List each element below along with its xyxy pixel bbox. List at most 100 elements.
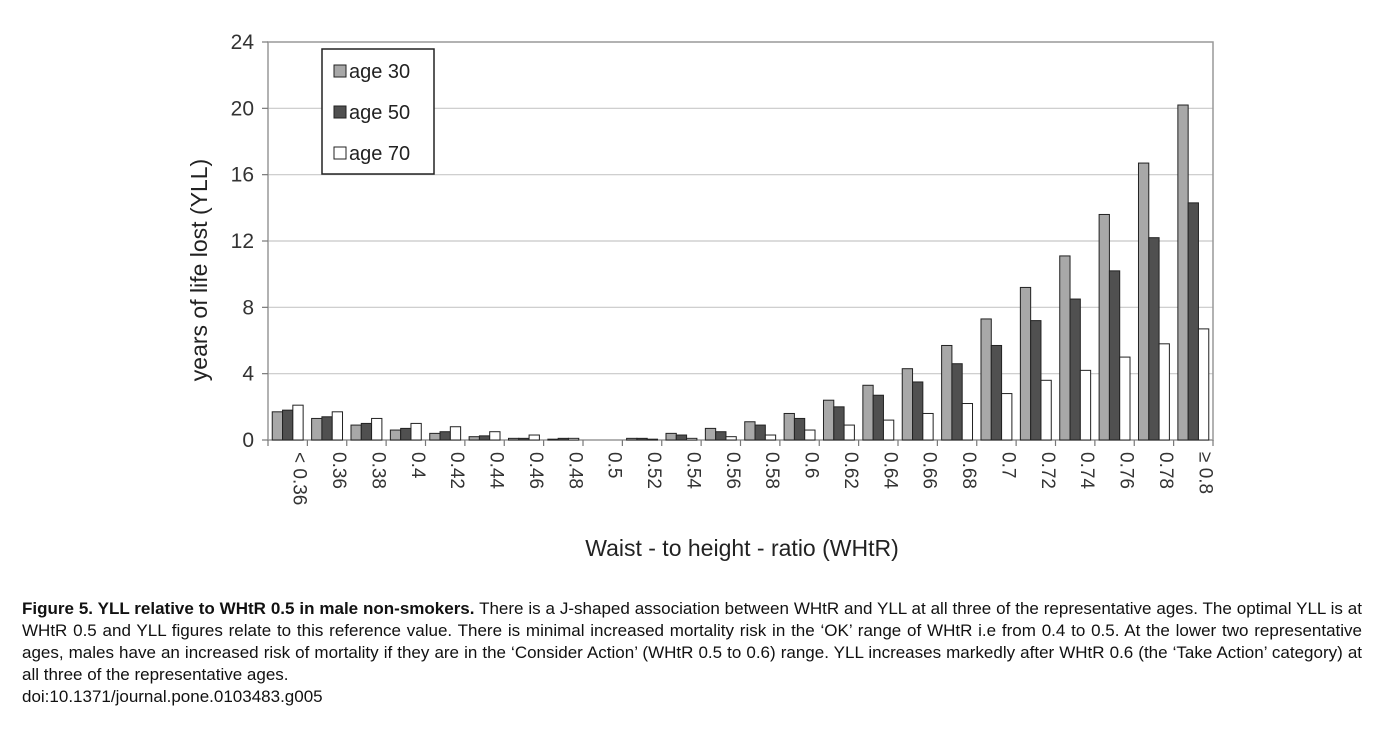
x-tick-label: 0.36 <box>328 452 349 489</box>
y-tick-label: 4 <box>242 363 254 386</box>
caption-title: Figure 5. YLL relative to WHtR 0.5 in ma… <box>22 599 475 618</box>
bar-age-30-20 <box>1059 255 1071 441</box>
bar-age-70-22 <box>1158 343 1170 441</box>
x-tick-label: 0.64 <box>879 452 900 489</box>
y-tick-label: 0 <box>242 429 254 452</box>
x-tick-label: 0.46 <box>525 452 546 489</box>
bar-age-70-21 <box>1119 356 1131 441</box>
legend-swatch-age-30 <box>333 64 347 78</box>
bar-age-30-11 <box>704 427 717 441</box>
bar-age-30-3 <box>389 429 402 441</box>
bar-age-30-12 <box>744 421 756 441</box>
bar-age-50-6 <box>518 437 530 441</box>
bar-age-70-13 <box>804 429 816 441</box>
bar-age-30-15 <box>862 384 874 441</box>
x-axis-title: Waist - to height - ratio (WHtR) <box>585 535 899 561</box>
bar-age-70-12 <box>764 434 777 441</box>
bar-age-50-20 <box>1069 298 1081 441</box>
bar-age-70-6 <box>528 434 540 441</box>
bar-age-30-2 <box>350 424 362 441</box>
bar-age-70-18 <box>1001 393 1013 441</box>
bar-age-50-17 <box>951 363 963 441</box>
x-tick-label: 0.52 <box>643 452 664 489</box>
bar-age-70-7 <box>567 437 580 441</box>
bar-age-70-2 <box>371 417 383 441</box>
bar-age-50-19 <box>1030 320 1042 441</box>
x-tick-label: 0.66 <box>919 452 940 489</box>
x-tick-label: 0.54 <box>682 452 703 489</box>
bar-age-50-11 <box>715 431 727 441</box>
legend-label: age 30 <box>349 61 410 83</box>
x-tick-label: 0.68 <box>958 452 979 489</box>
bar-age-30-16 <box>901 368 914 441</box>
bar-age-30-21 <box>1098 213 1110 441</box>
bar-age-50-2 <box>360 422 373 441</box>
bar-age-30-14 <box>822 399 835 441</box>
bar-age-70-10 <box>686 437 698 441</box>
y-axis-ticks: 0 4 8 12 16 20 24 <box>231 31 268 452</box>
x-tick-label: 0.72 <box>1037 452 1058 489</box>
bar-age-70-14 <box>843 424 855 441</box>
bar-age-50-3 <box>400 427 412 441</box>
bar-age-30-13 <box>783 412 795 441</box>
bar-age-50-1 <box>321 416 333 441</box>
x-tick-label: 0.5 <box>604 452 625 478</box>
x-tick-label: < 0.36 <box>289 452 310 505</box>
bar-age-70-16 <box>922 412 934 441</box>
bar-age-30-5 <box>468 436 480 441</box>
bar-age-30-6 <box>507 437 520 441</box>
x-tick-label: 0.78 <box>1155 452 1176 489</box>
bar-age-30-1 <box>311 417 323 441</box>
bar-age-70-20 <box>1079 369 1092 441</box>
bars <box>271 104 1210 441</box>
x-axis-ticks: < 0.36 0.36 0.38 0.4 0.42 0.44 0.46 0.48 0.5 0.52… <box>267 440 1215 505</box>
x-tick-label: ≥ 0.8 <box>1194 452 1215 494</box>
legend-swatch-age-70 <box>333 146 347 160</box>
legend-swatch-age-50 <box>333 105 347 119</box>
x-tick-label: 0.62 <box>840 452 861 489</box>
y-tick-label: 8 <box>242 296 254 319</box>
caption-doi: doi:10.1371/journal.pone.0103483.g005 <box>22 687 323 706</box>
x-tick-label: 0.48 <box>564 452 585 489</box>
bar-age-50-9 <box>636 437 648 441</box>
bar-age-30-0 <box>271 411 284 441</box>
bar-age-30-17 <box>941 344 953 441</box>
bar-age-70-19 <box>1040 379 1052 441</box>
x-tick-label: 0.6 <box>801 452 822 478</box>
bar-age-30-19 <box>1019 286 1032 441</box>
bar-age-50-15 <box>872 394 884 441</box>
bar-age-70-3 <box>410 422 422 441</box>
legend-label: age 70 <box>349 143 410 165</box>
bar-age-30-10 <box>665 432 677 441</box>
x-tick-label: 0.7 <box>997 452 1018 478</box>
bar-age-50-18 <box>990 344 1003 441</box>
bar-age-30-23 <box>1177 104 1189 441</box>
bar-age-50-16 <box>912 381 924 441</box>
caption-text: There is a J-shaped association between … <box>22 599 1362 684</box>
bar-age-50-4 <box>439 431 451 441</box>
bar-age-70-1 <box>331 411 344 441</box>
bar-age-50-13 <box>793 417 806 441</box>
bar-age-50-0 <box>282 409 294 441</box>
figure-caption: Figure 5. YLL relative to WHtR 0.5 in ma… <box>22 598 1362 708</box>
y-tick-label: 24 <box>231 31 255 54</box>
bar-age-30-4 <box>429 432 441 441</box>
x-tick-label: 0.42 <box>446 452 467 489</box>
bar-age-70-9 <box>646 438 659 441</box>
bar-age-70-23 <box>1197 328 1210 441</box>
bar-age-70-17 <box>961 403 974 441</box>
x-tick-label: 0.58 <box>761 452 782 489</box>
bar-age-30-22 <box>1137 162 1150 441</box>
yll-bar-chart: 0 4 8 12 16 20 24 < 0.36 0.36 0.38 0.4 0.42 0.44 0.4… <box>186 31 1215 561</box>
y-axis-title: years of life lost (YLL) <box>186 159 212 381</box>
y-tick-label: 12 <box>231 230 254 253</box>
bar-age-70-4 <box>449 426 462 441</box>
bar-age-50-12 <box>754 424 766 441</box>
legend: age 30 age 50 age 70 <box>321 48 435 175</box>
bar-age-70-0 <box>292 404 304 441</box>
x-tick-label: 0.76 <box>1116 452 1137 489</box>
bar-age-50-23 <box>1187 202 1199 441</box>
x-tick-label: 0.74 <box>1076 452 1097 489</box>
x-tick-label: 0.56 <box>722 452 743 489</box>
x-tick-label: 0.44 <box>486 452 507 489</box>
